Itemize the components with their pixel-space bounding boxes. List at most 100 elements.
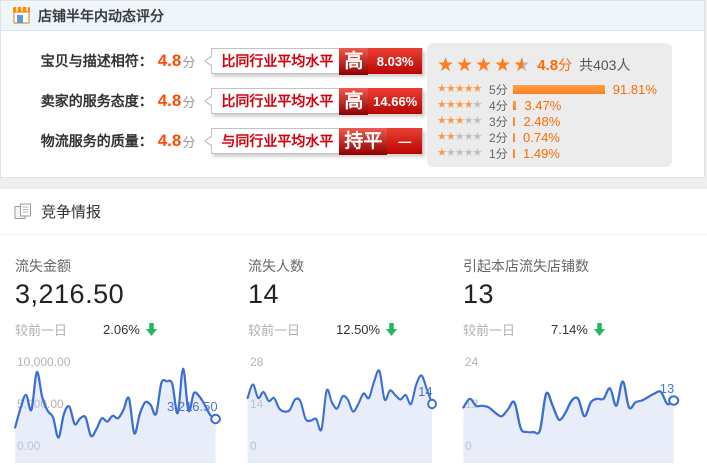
rating-summary: ★★★★★★ 4.8分 共403人 ★★★★★5分91.81%★★★★★4分3.… xyxy=(427,43,672,167)
distribution-percentage: 3.47% xyxy=(524,97,562,113)
star-half-icon: ★★ xyxy=(513,54,533,76)
line-chart[interactable] xyxy=(242,350,449,463)
distribution-row: ★★★★★ 5分 91.81% xyxy=(437,81,664,97)
delta-value: 2.06% xyxy=(103,321,140,337)
rating-label: 物流服务的质量： xyxy=(40,133,153,149)
rating-panel-title: 店铺半年内动态评分 xyxy=(38,7,164,24)
delta-label: 较前一日 xyxy=(248,322,301,338)
trend-chart-lost-amount[interactable]: 10,000.00 5,000.00 0.00 3,216.50 xyxy=(9,350,234,463)
compare-value: 8.03% xyxy=(376,53,414,69)
compare-bubble: 比同行业平均水平 高 14.66% xyxy=(204,87,423,115)
distribution-percentage: 0.74% xyxy=(523,129,560,145)
distribution-bar xyxy=(513,148,515,158)
rating-unit: 分 xyxy=(182,134,196,150)
down-arrow-icon xyxy=(593,322,605,336)
compare-bubble: 比同行业平均水平 高 8.03% xyxy=(204,47,423,75)
rating-metrics: 宝贝与描述相符： 4.8 分 比同行业平均水平 高 8.03% 卖家的服务态度：… xyxy=(1,41,423,167)
compare-text: 比同行业平均水平 xyxy=(221,53,334,69)
rating-panel-header: 店铺半年内动态评分 xyxy=(1,1,704,31)
metric-delta: 较前一日 7.14% xyxy=(463,321,707,338)
compare-badge: 高 14.66% xyxy=(339,87,422,115)
distribution-row: ★★★★★ 4分 3.47% xyxy=(437,97,664,113)
compare-badge: 高 8.03% xyxy=(339,47,422,75)
rating-distribution: ★★★★★ 5分 91.81% ★★★★★ 4分 3.47% ★★★★★ 3分 2.48% ★★★… xyxy=(437,81,664,161)
y-axis-tick: 24 xyxy=(465,355,479,369)
distribution-bar xyxy=(513,116,516,126)
rating-row-description: 宝贝与描述相符： 4.8 分 比同行业平均水平 高 8.03% xyxy=(1,41,423,81)
competition-panel: 竞争情报 流失金额 3,216.50 较前一日 2.06% 10,000.00 … xyxy=(0,189,707,465)
report-icon xyxy=(14,203,31,219)
metric-name: 流失金额 xyxy=(15,258,71,274)
rating-score: 4.8 xyxy=(157,91,182,110)
rating-panel-body: 宝贝与描述相符： 4.8 分 比同行业平均水平 高 8.03% 卖家的服务态度：… xyxy=(1,31,704,167)
y-axis-tick: 0 xyxy=(465,440,472,452)
summary-score-unit: 分 xyxy=(558,57,573,73)
compare-bubble: 与同行业平均水平 持平 — xyxy=(204,127,423,155)
y-axis-tick: 0.00 xyxy=(17,440,40,452)
compare-text: 与同行业平均水平 xyxy=(221,133,334,149)
summary-score: 4.8分 xyxy=(537,55,572,75)
delta-value: 12.50% xyxy=(336,321,381,337)
competition-title: 竞争情报 xyxy=(41,204,102,221)
compare-badge: 持平 — xyxy=(339,127,422,155)
rating-row-service: 卖家的服务态度： 4.8 分 比同行业平均水平 高 14.66% xyxy=(1,81,423,121)
y-axis-tick: 10,000.00 xyxy=(17,355,71,369)
trend-chart-lost-people[interactable]: 28 14 0 14 xyxy=(242,350,449,463)
compare-level: 持平 xyxy=(339,127,388,155)
distribution-stars-icon: ★★★★★ xyxy=(437,130,482,143)
distribution-bar xyxy=(513,132,515,142)
rating-panel: 店铺半年内动态评分 宝贝与描述相符： 4.8 分 比同行业平均水平 高 8.03… xyxy=(0,0,705,178)
distribution-row: ★★★★★ 1分 1.49% xyxy=(437,145,664,161)
distribution-stars-icon: ★★★★★ xyxy=(437,98,482,111)
summary-total-raters: 共403人 xyxy=(579,57,631,73)
shop-icon xyxy=(13,7,30,24)
distribution-stars-icon: ★★★★★ xyxy=(437,114,482,127)
metric-delta: 较前一日 12.50% xyxy=(248,321,463,338)
rating-label: 卖家的服务态度： xyxy=(40,93,153,109)
down-arrow-icon xyxy=(386,322,398,336)
star-full-icon: ★ xyxy=(456,54,476,76)
distribution-stars-icon: ★★★★★ xyxy=(437,146,482,159)
distribution-bar xyxy=(513,100,517,110)
distribution-percentage: 2.48% xyxy=(523,113,561,129)
metric-card-lost-amount: 流失金额 3,216.50 较前一日 2.06% 10,000.00 5,000… xyxy=(14,257,248,463)
metric-name: 流失人数 xyxy=(248,258,304,274)
compare-text: 比同行业平均水平 xyxy=(221,93,334,109)
distribution-percentage: 1.49% xyxy=(523,145,560,161)
chart-end-label: 3,216.50 xyxy=(166,398,218,414)
compare-value: — xyxy=(398,133,412,149)
rating-score: 4.8 xyxy=(157,51,182,70)
rating-unit: 分 xyxy=(182,54,196,70)
summary-header: ★★★★★★ 4.8分 共403人 xyxy=(437,51,664,79)
delta-label: 较前一日 xyxy=(15,322,68,338)
metric-value: 14 xyxy=(248,279,280,309)
star-full-icon: ★ xyxy=(437,54,457,76)
metric-name: 引起本店流失店铺数 xyxy=(463,258,589,274)
y-axis-tick: 0 xyxy=(250,440,257,452)
star-full-icon: ★ xyxy=(494,54,514,76)
distribution-row: ★★★★★ 3分 2.48% xyxy=(437,113,664,129)
summary-score-number: 4.8 xyxy=(537,57,559,74)
rating-score: 4.8 xyxy=(157,131,182,150)
metric-card-lost-people: 流失人数 14 较前一日 12.50% 28 14 0 14 xyxy=(246,257,463,463)
down-arrow-icon xyxy=(145,322,157,336)
distribution-label: 4分 xyxy=(489,98,508,113)
trend-chart-lost-shops[interactable]: 24 12 0 13 xyxy=(457,350,693,463)
distribution-row: ★★★★★ 2分 0.74% xyxy=(437,129,664,145)
rating-row-logistics: 物流服务的质量： 4.8 分 与同行业平均水平 持平 — xyxy=(1,121,423,161)
distribution-label: 1分 xyxy=(489,146,508,161)
y-axis-tick: 14 xyxy=(250,398,263,410)
distribution-label: 2分 xyxy=(489,130,508,145)
distribution-bar xyxy=(513,84,605,94)
chart-end-label: 14 xyxy=(418,383,433,399)
line-chart[interactable] xyxy=(457,350,693,463)
line-chart[interactable] xyxy=(9,350,234,463)
distribution-label: 3分 xyxy=(489,114,508,129)
metric-delta: 较前一日 2.06% xyxy=(15,321,248,338)
distribution-stars-icon: ★★★★★ xyxy=(437,82,482,95)
summary-stars-icon: ★★★★★★ xyxy=(437,56,532,75)
rating-label: 宝贝与描述相符： xyxy=(40,53,153,69)
y-axis-tick: 28 xyxy=(250,355,264,369)
metric-card-lost-shops: 引起本店流失店铺数 13 较前一日 7.14% 24 12 0 13 xyxy=(462,257,707,463)
competition-header: 竞争情报 xyxy=(0,189,707,235)
